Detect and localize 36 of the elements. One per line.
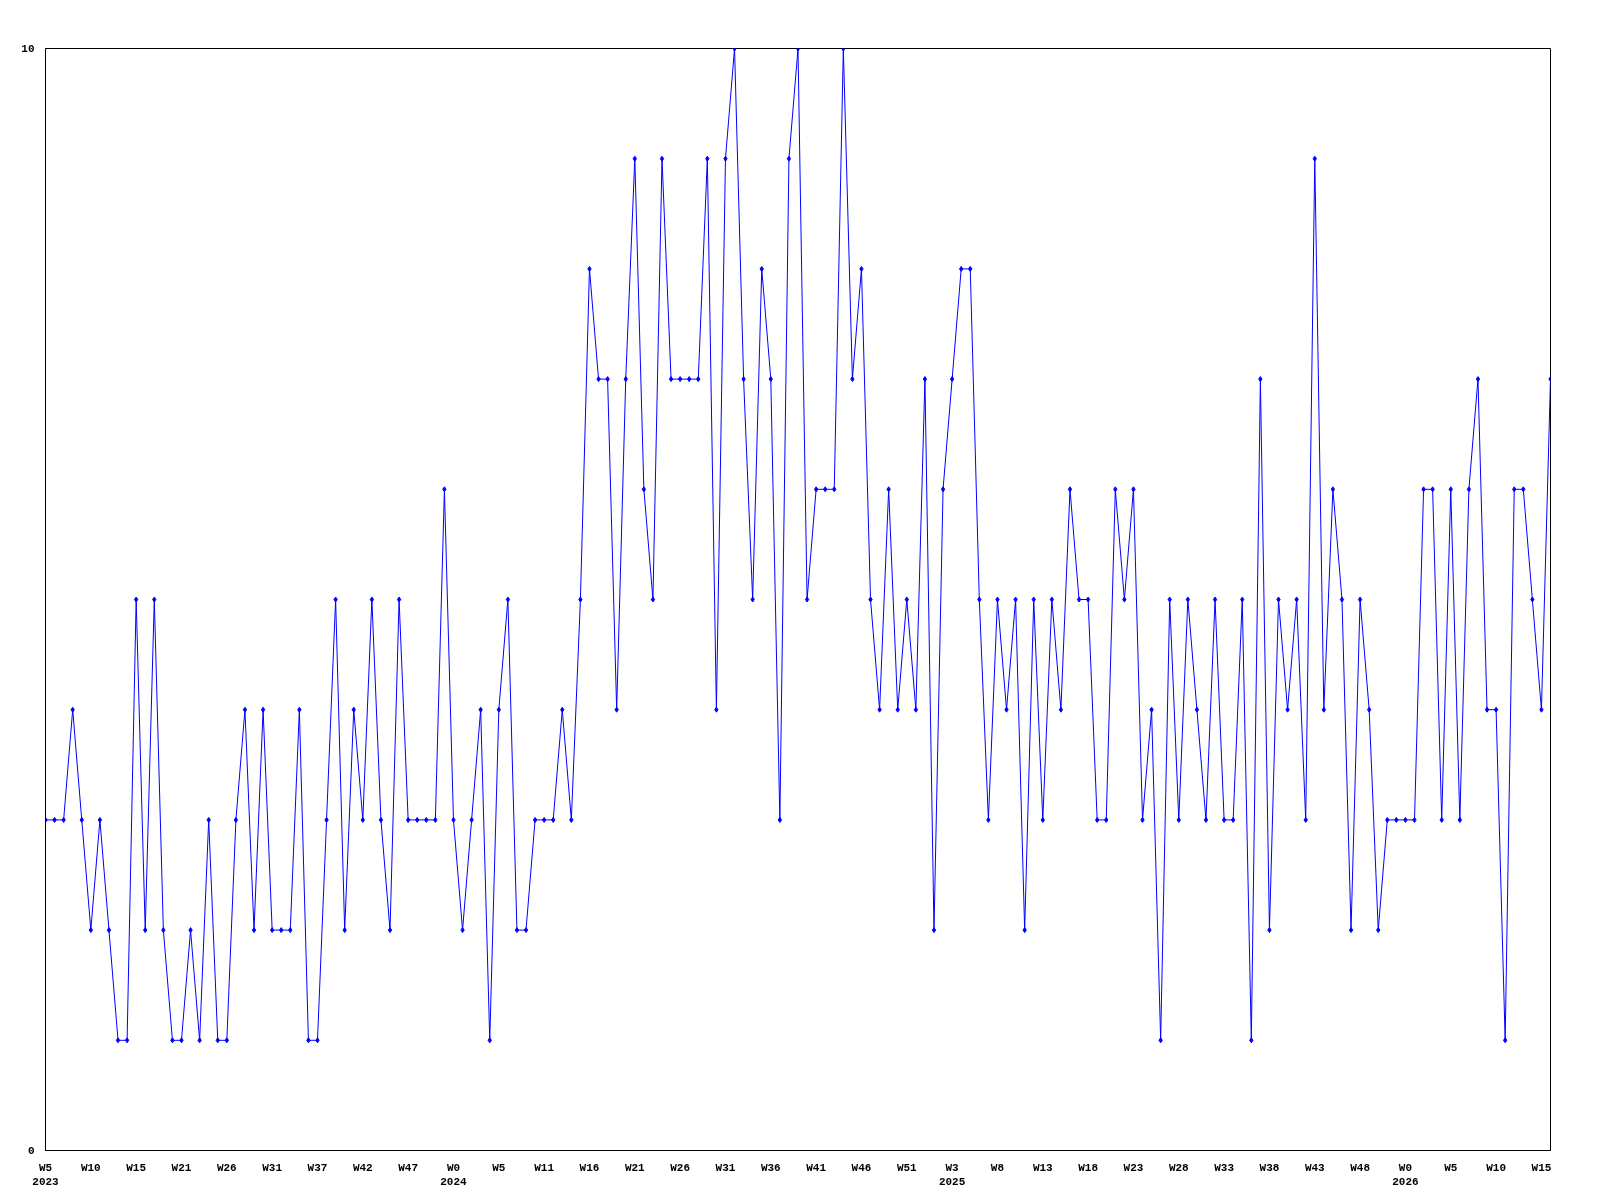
x-tick-label: W46 <box>851 1161 872 1174</box>
x-tick-label: W15 <box>1531 1161 1552 1174</box>
x-tick-label: W5 <box>492 1161 506 1174</box>
x-tick-label: W21 <box>624 1161 646 1174</box>
x-tick-label: W5 2023 <box>32 1161 60 1188</box>
x-tick-label: W31 <box>715 1161 736 1174</box>
x-tick-label: W26 <box>670 1161 691 1174</box>
x-tick-label: W10 <box>80 1161 101 1174</box>
x-tick-label: W31 <box>262 1161 283 1174</box>
x-tick-label: W13 <box>1032 1161 1054 1174</box>
x-tick-label: W38 <box>1259 1161 1280 1174</box>
x-tick-label: W5 <box>1444 1161 1458 1174</box>
x-tick-label: W15 <box>126 1161 147 1174</box>
x-tick-label: W10 <box>1486 1161 1507 1174</box>
x-tick-label: W41 <box>806 1161 827 1174</box>
x-tick-label: W37 <box>307 1161 328 1174</box>
x-tick-label: W47 <box>398 1161 419 1174</box>
x-tick-label: W51 <box>896 1161 918 1174</box>
x-tick-label: W28 <box>1168 1161 1190 1174</box>
y-tick-label: 10 <box>21 43 35 55</box>
x-tick-label: W33 <box>1214 1161 1235 1174</box>
x-tick-label: W8 <box>990 1161 1005 1174</box>
x-tick-label: W18 <box>1078 1161 1099 1174</box>
x-tick-label: W16 <box>579 1161 600 1174</box>
x-tick-label: W11 <box>534 1161 555 1174</box>
x-tick-label: W21 <box>171 1161 192 1174</box>
x-tick-label: W43 <box>1304 1161 1326 1174</box>
x-tick-label: W3 2025 <box>938 1161 966 1188</box>
x-tick-label: W48 <box>1350 1161 1371 1174</box>
x-tick-label: W42 <box>352 1161 373 1174</box>
x-tick-label: W36 <box>760 1161 781 1174</box>
y-tick-label: 0 <box>27 1145 35 1157</box>
x-tick-label: W26 <box>216 1161 237 1174</box>
x-tick-label: W23 <box>1123 1161 1144 1174</box>
x-tick-label: W0 2024 <box>440 1161 468 1188</box>
x-tick-label: W0 2026 <box>1392 1161 1419 1188</box>
